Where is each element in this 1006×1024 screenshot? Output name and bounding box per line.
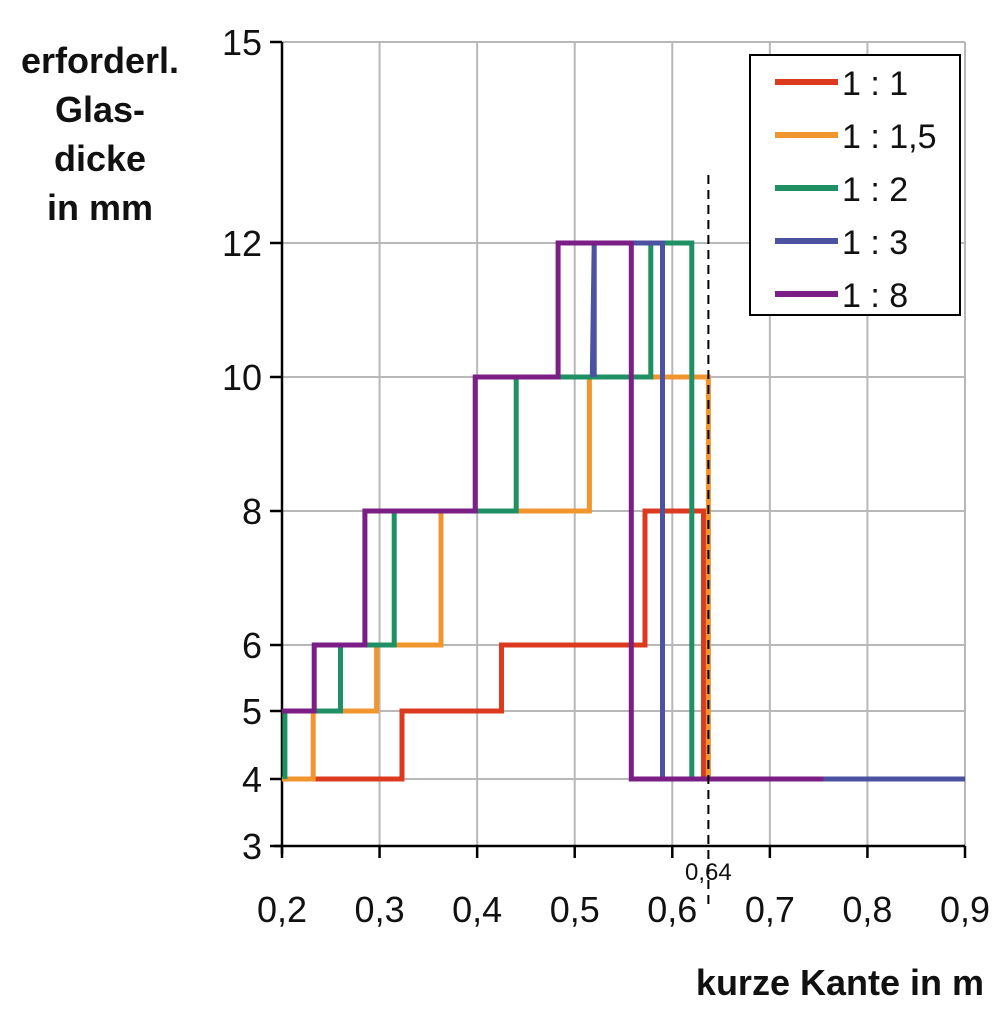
legend-label: 1 : 8 [842,277,908,315]
y-tick-label: 8 [242,491,262,532]
x-tick-label: 0,7 [745,889,795,930]
x-tick-label: 0,8 [842,889,892,930]
x-tick-label: 0,6 [647,889,697,930]
legend-label: 1 : 2 [842,171,908,209]
legend-label: 1 : 3 [842,224,908,262]
y-tick-label: 3 [242,826,262,867]
y-tick-label: 4 [242,759,262,800]
x-tick-label: 0,5 [550,889,600,930]
x-axis-title: kurze Kante in m [695,962,984,1003]
x-tick-label: 0,4 [452,889,502,930]
series-line [282,240,696,782]
y-tick-label: 12 [222,223,262,264]
series-line [282,508,712,782]
y-axis-title-line: Glas- [54,89,146,130]
x-tick-label: 0,2 [257,889,307,930]
series-line [282,240,824,782]
y-axis-title-line: erforderl. [20,40,180,81]
legend-label: 1 : 1,5 [842,118,937,156]
marker-label: 0,64 [685,859,732,886]
legend-label: 1 : 1 [842,65,908,103]
y-axis-title-line: in mm [46,187,153,228]
y-tick-label: 5 [242,691,262,732]
x-tick-label: 0,9 [940,889,990,930]
x-tick-label: 0,3 [355,889,405,930]
y-tick-label: 6 [242,625,262,666]
y-tick-label: 10 [222,357,262,398]
y-tick-label: 15 [222,22,262,63]
y-axis-title-line: dicke [53,138,147,179]
step-chart: 3 4 5 6 8 10 12 15 0,2 0,3 0,4 0,5 0,6 0,7 0,8 0,9 0,64 1… [222,22,990,930]
